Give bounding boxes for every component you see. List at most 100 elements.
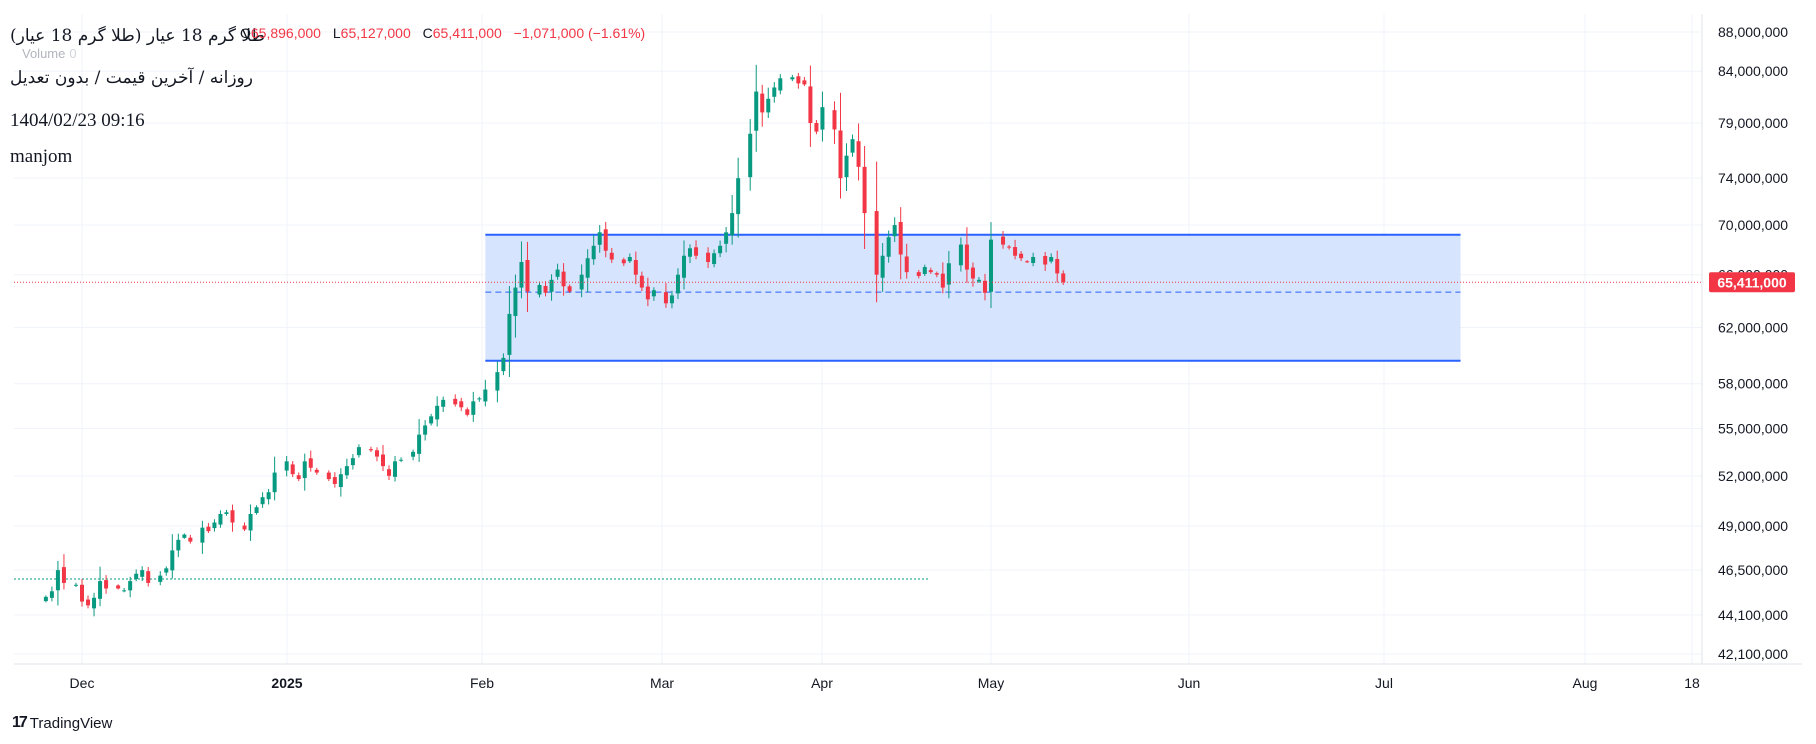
candle[interactable] bbox=[218, 510, 223, 528]
candle[interactable] bbox=[681, 240, 686, 290]
candle[interactable] bbox=[344, 458, 349, 479]
candle[interactable] bbox=[242, 522, 247, 531]
candle[interactable] bbox=[766, 87, 771, 119]
candle[interactable] bbox=[368, 446, 373, 453]
candle[interactable] bbox=[627, 253, 632, 264]
candle[interactable] bbox=[1061, 270, 1066, 285]
candle[interactable] bbox=[158, 571, 163, 586]
candle[interactable] bbox=[934, 271, 939, 278]
candle[interactable] bbox=[603, 221, 608, 258]
candle[interactable] bbox=[465, 407, 470, 417]
candle[interactable] bbox=[669, 290, 674, 309]
candle[interactable] bbox=[43, 595, 48, 603]
candle[interactable] bbox=[976, 277, 981, 283]
candle[interactable] bbox=[435, 396, 440, 427]
candle[interactable] bbox=[92, 592, 97, 617]
candle[interactable] bbox=[688, 244, 693, 264]
candle[interactable] bbox=[862, 145, 867, 250]
candle[interactable] bbox=[471, 391, 476, 422]
candle[interactable] bbox=[1001, 231, 1006, 249]
candle[interactable] bbox=[483, 379, 488, 407]
candle[interactable] bbox=[1013, 239, 1018, 260]
range-box-fill[interactable] bbox=[485, 234, 1461, 361]
candle[interactable] bbox=[266, 488, 271, 505]
candle[interactable] bbox=[639, 271, 644, 292]
candle[interactable] bbox=[537, 281, 542, 298]
candle[interactable] bbox=[429, 413, 434, 426]
candle[interactable] bbox=[970, 262, 975, 287]
candle[interactable] bbox=[874, 161, 879, 303]
candle[interactable] bbox=[399, 457, 404, 463]
candle[interactable] bbox=[802, 77, 807, 87]
candle[interactable] bbox=[958, 237, 963, 272]
candle[interactable] bbox=[832, 101, 837, 144]
candle[interactable] bbox=[308, 450, 313, 472]
candle[interactable] bbox=[80, 578, 84, 607]
candle[interactable] bbox=[501, 353, 506, 376]
candle[interactable] bbox=[892, 217, 897, 243]
candle[interactable] bbox=[326, 470, 331, 482]
range-rectangle[interactable] bbox=[485, 233, 1461, 362]
candle[interactable] bbox=[543, 281, 548, 297]
candle[interactable] bbox=[338, 468, 343, 497]
candle[interactable] bbox=[525, 241, 530, 312]
candle[interactable] bbox=[946, 250, 951, 299]
candle[interactable] bbox=[248, 504, 253, 541]
candle[interactable] bbox=[224, 509, 229, 516]
candle[interactable] bbox=[441, 396, 446, 413]
candle[interactable] bbox=[555, 263, 560, 280]
candle[interactable] bbox=[290, 460, 295, 478]
candle[interactable] bbox=[417, 419, 422, 462]
candle[interactable] bbox=[706, 247, 711, 268]
candle[interactable] bbox=[98, 566, 103, 607]
candle[interactable] bbox=[212, 519, 217, 532]
candle[interactable] bbox=[206, 522, 211, 533]
candle[interactable] bbox=[790, 74, 795, 82]
candle[interactable] bbox=[519, 241, 524, 299]
candle[interactable] bbox=[116, 584, 121, 590]
candle[interactable] bbox=[164, 566, 169, 576]
candle[interactable] bbox=[296, 472, 301, 482]
candle[interactable] bbox=[760, 84, 765, 127]
candle[interactable] bbox=[122, 587, 127, 593]
candle[interactable] bbox=[724, 226, 729, 253]
candle[interactable] bbox=[140, 566, 145, 582]
candle[interactable] bbox=[134, 569, 139, 582]
candle[interactable] bbox=[1055, 250, 1060, 283]
candle[interactable] bbox=[459, 397, 464, 412]
candle[interactable] bbox=[356, 444, 361, 458]
candle[interactable] bbox=[260, 492, 265, 508]
candle[interactable] bbox=[549, 274, 554, 301]
candle[interactable] bbox=[1043, 251, 1048, 271]
candle[interactable] bbox=[838, 92, 843, 199]
candle[interactable] bbox=[495, 361, 500, 403]
candle[interactable] bbox=[86, 595, 91, 609]
candle[interactable] bbox=[886, 230, 891, 263]
candle[interactable] bbox=[694, 240, 699, 260]
candle[interactable] bbox=[393, 455, 398, 482]
candle[interactable] bbox=[170, 534, 175, 579]
candle[interactable] bbox=[928, 267, 933, 274]
candle[interactable] bbox=[820, 91, 825, 142]
candle[interactable] bbox=[513, 274, 518, 338]
time-axis[interactable]: Dec 2025 Feb Mar Apr May Jun Jul Aug 18 bbox=[70, 675, 1700, 691]
candle[interactable] bbox=[796, 72, 801, 89]
candle[interactable] bbox=[989, 222, 993, 309]
candle[interactable] bbox=[73, 582, 78, 588]
candle[interactable] bbox=[772, 82, 777, 103]
candle[interactable] bbox=[730, 195, 735, 245]
candle[interactable] bbox=[176, 533, 181, 558]
tradingview-logo[interactable]: 17 TradingView bbox=[12, 714, 112, 732]
candle[interactable] bbox=[808, 65, 813, 147]
candle[interactable] bbox=[1007, 245, 1012, 250]
candle[interactable] bbox=[718, 240, 723, 258]
candlestick-series[interactable] bbox=[43, 64, 1066, 617]
candle[interactable] bbox=[272, 456, 277, 501]
candle[interactable] bbox=[844, 143, 849, 191]
candle[interactable] bbox=[567, 284, 572, 294]
candle[interactable] bbox=[350, 454, 355, 470]
candle[interactable] bbox=[146, 567, 151, 587]
candle[interactable] bbox=[964, 227, 969, 283]
candle[interactable] bbox=[982, 273, 987, 301]
